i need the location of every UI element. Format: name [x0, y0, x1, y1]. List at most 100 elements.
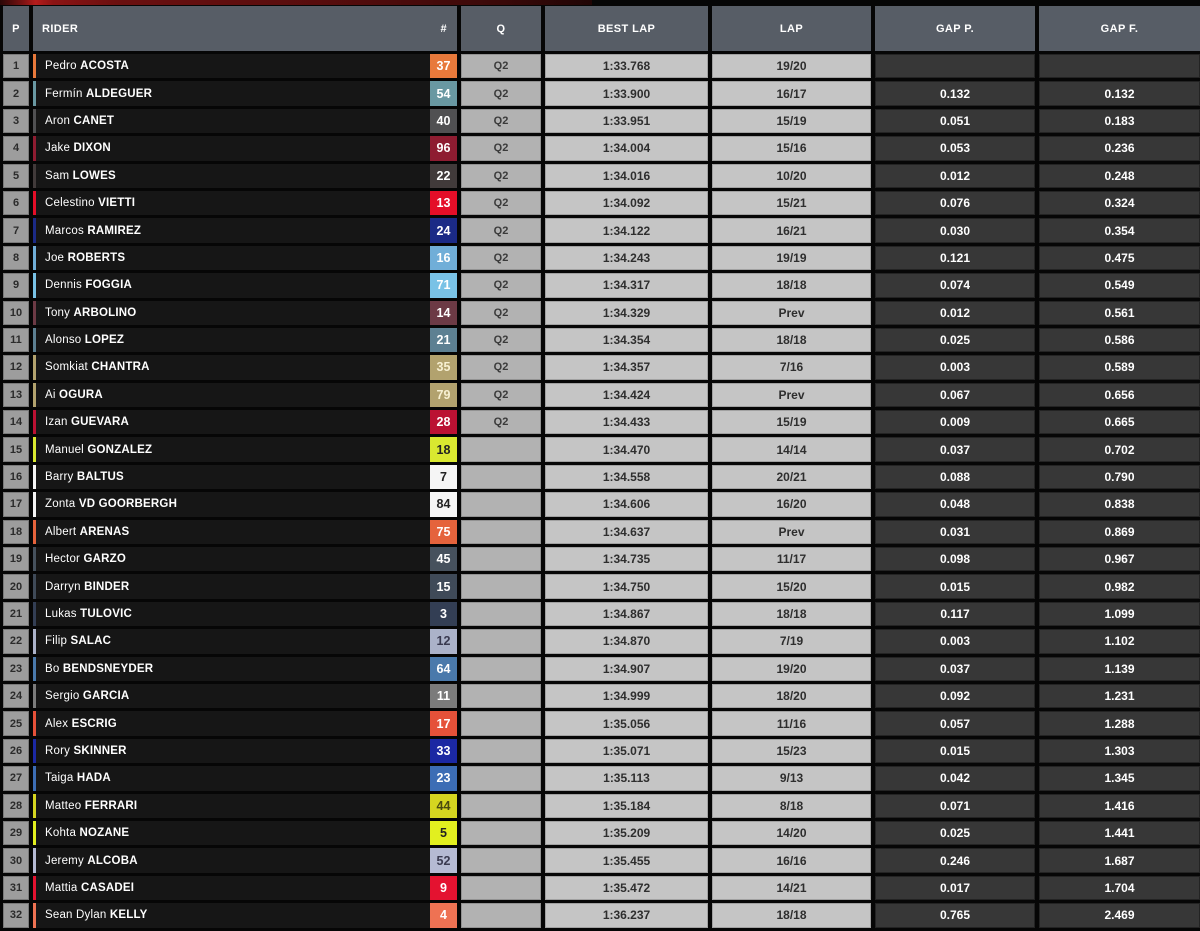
best-lap-cell: 1:34.424 [545, 382, 708, 408]
rider-number-badge: 7 [430, 464, 457, 490]
position-cell: 23 [3, 656, 29, 681]
gap-prev-cell: 0.030 [875, 218, 1035, 243]
rider-number-badge: 52 [430, 848, 457, 873]
gap-prev-cell: 0.025 [875, 327, 1035, 353]
q-session-cell [461, 793, 541, 818]
rider-number-badge: 21 [430, 327, 457, 353]
team-color-stripe [33, 766, 36, 791]
table-header-row: P RIDER # Q BEST LAP LAP GAP P. GAP F. [0, 6, 1200, 51]
rider-name: Mattia CASADEI [45, 881, 135, 894]
best-lap-cell: 1:34.004 [545, 136, 708, 161]
gap-first-cell: 0.967 [1039, 547, 1200, 572]
team-color-stripe [33, 464, 36, 490]
rider-name: Marcos RAMIREZ [45, 224, 142, 237]
team-color-stripe [33, 108, 36, 134]
position-cell: 10 [3, 300, 29, 325]
position-cell: 1 [3, 54, 29, 79]
rider-name: Lukas TULOVIC [45, 608, 132, 620]
table-row: 23 Bo BENDSNEYDER 64 1:34.907 19/20 0.03… [0, 656, 1200, 681]
best-lap-cell: 1:34.907 [545, 656, 708, 681]
table-row: 21 Lukas TULOVIC 3 1:34.867 18/18 0.117 … [0, 601, 1200, 627]
table-row: 29 Kohta NOZANE 5 1:35.209 14/20 0.025 1… [0, 820, 1200, 846]
gap-prev-cell: 0.015 [875, 574, 1035, 599]
rider-number-badge: 33 [430, 738, 457, 764]
rider-number-badge: 12 [430, 629, 457, 654]
rider-cell: Pedro ACOSTA 37 [33, 54, 457, 79]
gap-first-cell: 0.982 [1039, 574, 1200, 599]
gap-first-cell: 0.702 [1039, 437, 1200, 462]
rider-number-badge: 28 [430, 410, 457, 435]
best-lap-cell: 1:34.329 [545, 300, 708, 325]
q-session-cell [461, 574, 541, 599]
rider-cell: Celestino VIETTI 13 [33, 190, 457, 216]
q-session-cell: Q2 [461, 190, 541, 216]
q-session-cell [461, 738, 541, 764]
rider-name: Aron CANET [45, 114, 115, 127]
q-session-cell [461, 601, 541, 627]
rider-name: Alonso LOPEZ [45, 334, 125, 347]
best-lap-cell: 1:35.472 [545, 875, 708, 901]
team-color-stripe [33, 382, 36, 408]
team-color-stripe [33, 190, 36, 216]
gap-prev-cell: 0.037 [875, 437, 1035, 462]
lap-count-cell: 18/18 [712, 601, 871, 627]
position-cell: 17 [3, 492, 29, 517]
lap-count-cell: 14/20 [712, 820, 871, 846]
lap-count-cell: 18/18 [712, 903, 871, 928]
lap-count-cell: 19/20 [712, 656, 871, 681]
position-cell: 4 [3, 136, 29, 161]
table-row: 1 Pedro ACOSTA 37 Q2 1:33.768 19/20 [0, 54, 1200, 79]
best-lap-cell: 1:33.951 [545, 108, 708, 134]
lap-count-cell: 14/21 [712, 875, 871, 901]
position-cell: 30 [3, 848, 29, 873]
gap-first-cell: 0.248 [1039, 163, 1200, 188]
gap-prev-cell: 0.003 [875, 629, 1035, 654]
lap-count-cell: 7/19 [712, 629, 871, 654]
header-best-lap: BEST LAP [545, 6, 708, 51]
rider-cell: Taiga HADA 23 [33, 766, 457, 791]
gap-first-cell: 0.183 [1039, 108, 1200, 134]
rider-name: Alex ESCRIG [45, 717, 117, 730]
gap-first-cell: 0.475 [1039, 245, 1200, 271]
best-lap-cell: 1:34.637 [545, 519, 708, 545]
gap-first-cell: 0.665 [1039, 410, 1200, 435]
best-lap-cell: 1:34.470 [545, 437, 708, 462]
best-lap-cell: 1:34.357 [545, 355, 708, 380]
rider-name: Hector GARZO [45, 553, 127, 566]
table-row: 4 Jake DIXON 96 Q2 1:34.004 15/16 0.053 … [0, 136, 1200, 161]
rider-cell: Dennis FOGGIA 71 [33, 273, 457, 298]
rider-name: Izan GUEVARA [45, 416, 130, 429]
gap-prev-cell: 0.048 [875, 492, 1035, 517]
gap-first-cell: 1.288 [1039, 711, 1200, 736]
lap-count-cell: 15/19 [712, 410, 871, 435]
gap-prev-cell: 0.246 [875, 848, 1035, 873]
lap-count-cell: 15/21 [712, 190, 871, 216]
q-session-cell: Q2 [461, 136, 541, 161]
q-session-cell [461, 820, 541, 846]
lap-count-cell: 15/23 [712, 738, 871, 764]
gap-first-cell: 0.790 [1039, 464, 1200, 490]
best-lap-cell: 1:35.056 [545, 711, 708, 736]
team-color-stripe [33, 903, 36, 928]
best-lap-cell: 1:34.999 [545, 683, 708, 709]
lap-count-cell: 10/20 [712, 163, 871, 188]
rider-cell: Matteo FERRARI 44 [33, 793, 457, 818]
rider-cell: Alonso LOPEZ 21 [33, 327, 457, 353]
gap-first-cell: 1.687 [1039, 848, 1200, 873]
gap-first-cell: 1.303 [1039, 738, 1200, 764]
position-cell: 19 [3, 547, 29, 572]
team-color-stripe [33, 793, 36, 818]
rider-name: Sean Dylan KELLY [45, 909, 148, 922]
header-rider-label: RIDER [42, 22, 79, 35]
rider-cell: Barry BALTUS 7 [33, 464, 457, 490]
table-row: 27 Taiga HADA 23 1:35.113 9/13 0.042 1.3… [0, 766, 1200, 791]
best-lap-cell: 1:35.113 [545, 766, 708, 791]
gap-first-cell: 0.656 [1039, 382, 1200, 408]
rider-name: Barry BALTUS [45, 471, 124, 484]
q-session-cell [461, 629, 541, 654]
table-row: 8 Joe ROBERTS 16 Q2 1:34.243 19/19 0.121… [0, 245, 1200, 271]
best-lap-cell: 1:35.071 [545, 738, 708, 764]
position-cell: 3 [3, 108, 29, 134]
lap-count-cell: 18/18 [712, 273, 871, 298]
position-cell: 31 [3, 875, 29, 901]
